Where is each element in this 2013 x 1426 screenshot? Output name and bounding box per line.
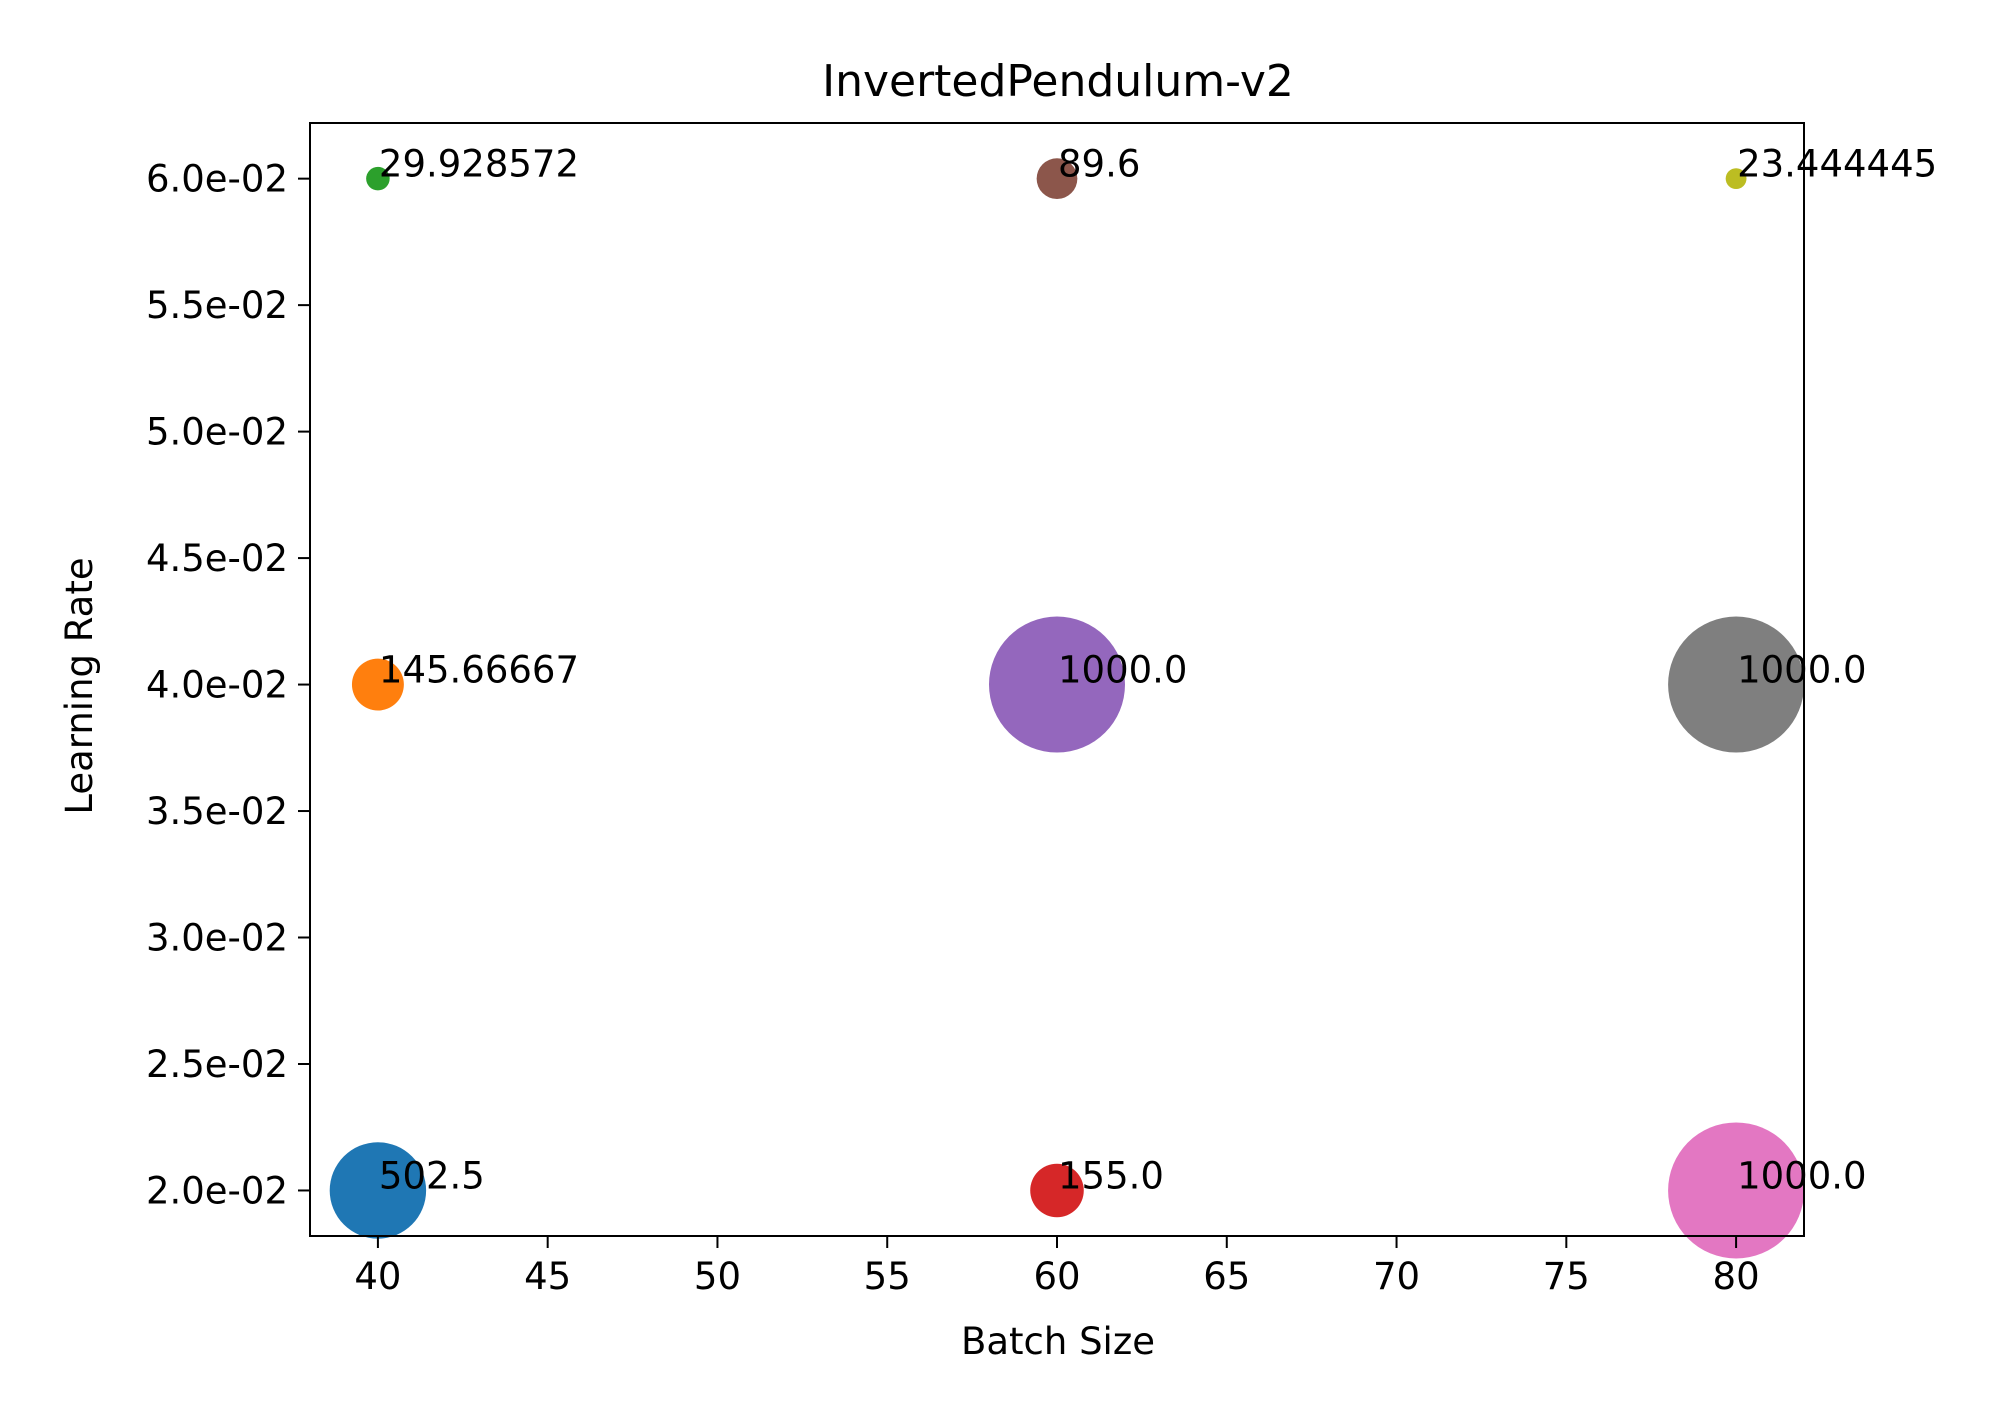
- x-tick-label: 65: [1203, 1255, 1250, 1298]
- x-tick-label: 50: [694, 1255, 741, 1298]
- data-label: 155.0: [1058, 1154, 1164, 1197]
- data-point: [366, 166, 390, 191]
- x-tick-label: 55: [864, 1255, 911, 1298]
- data-label: 23.444445: [1737, 143, 1937, 186]
- data-point: [1030, 1163, 1084, 1218]
- data-point: [1725, 168, 1747, 190]
- x-tick-label: 45: [524, 1255, 571, 1298]
- points-layer: [329, 158, 1805, 1259]
- data-label: 145.66667: [379, 649, 579, 692]
- x-tick-label: 70: [1373, 1255, 1420, 1298]
- y-tick-label: 3.0e-02: [146, 917, 288, 960]
- data-label: 502.5: [379, 1154, 485, 1197]
- data-point: [329, 1142, 427, 1239]
- data-point: [989, 616, 1125, 753]
- data-label: 89.6: [1058, 143, 1140, 186]
- x-axis-label: Batch Size: [961, 1320, 1155, 1363]
- x-tick-label: 75: [1543, 1255, 1590, 1298]
- chart-title: InvertedPendulum-v2: [822, 56, 1294, 107]
- data-point: [351, 658, 404, 711]
- y-tick-label: 5.0e-02: [146, 411, 288, 454]
- y-tick-label: 2.5e-02: [146, 1043, 288, 1086]
- data-label: 29.928572: [379, 143, 579, 186]
- y-tick-label: 3.5e-02: [146, 790, 288, 833]
- y-tick-label: 6.0e-02: [146, 158, 288, 201]
- x-tick-label: 80: [1713, 1255, 1760, 1298]
- data-label: 1000.0: [1737, 649, 1866, 692]
- data-label: 1000.0: [1058, 649, 1187, 692]
- y-axis-label: Learning Rate: [58, 557, 101, 814]
- y-axis: 2.0e-02 2.5e-02 3.0e-02 3.5e-02 4.0e-02 4.5e-…: [146, 158, 310, 1212]
- y-tick-label: 2.0e-02: [146, 1169, 288, 1212]
- y-tick-label: 4.5e-02: [146, 537, 288, 580]
- data-point: [1036, 158, 1078, 200]
- data-labels: 502.5 145.66667 29.928572 155.0 1000.0 89.6 10…: [379, 143, 1937, 1198]
- y-tick-label: 5.5e-02: [146, 284, 288, 327]
- data-point: [1668, 616, 1805, 753]
- x-axis: 40 45 50 55 60 65 70 75 80: [354, 1236, 1760, 1298]
- data-point: [1668, 1122, 1805, 1259]
- y-tick-label: 4.0e-02: [146, 664, 288, 707]
- data-label: 1000.0: [1737, 1154, 1866, 1197]
- x-tick-label: 60: [1033, 1255, 1080, 1298]
- x-tick-label: 40: [354, 1255, 401, 1298]
